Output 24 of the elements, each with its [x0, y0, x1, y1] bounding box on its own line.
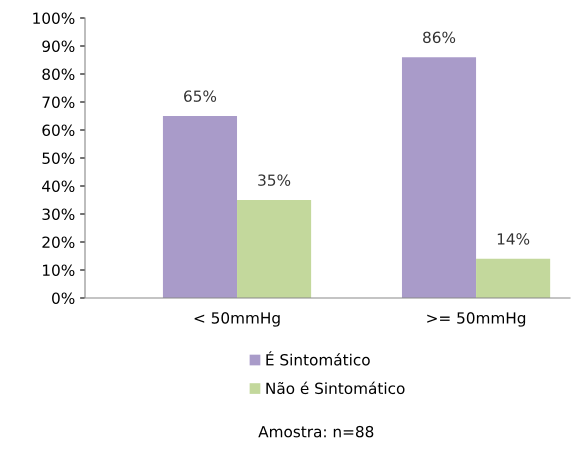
y-tick-label: 100% — [33, 12, 74, 24]
data-label: 86% — [423, 32, 456, 44]
bar — [162, 116, 238, 298]
y-tick-label: 30% — [42, 208, 74, 220]
bar — [402, 57, 476, 298]
data-label: 35% — [258, 174, 290, 186]
y-tick-label: 80% — [42, 68, 74, 80]
text: Amostra: n=88 — [258, 426, 374, 438]
x-tick-label: < 50mmHg — [194, 312, 280, 327]
y-tick-label: 10% — [43, 264, 74, 276]
y-tick-label: 70% — [42, 96, 74, 108]
legend-label: Não é Sintomático — [266, 382, 405, 394]
y-tick-label: 50% — [42, 152, 74, 164]
bar — [476, 258, 550, 298]
y-tick-label: 60% — [42, 124, 74, 136]
y-tick-label: 20% — [42, 236, 74, 248]
bar — [237, 200, 312, 298]
x-tick-label: >= 50mmHg — [427, 312, 526, 327]
data-label: 14% — [498, 233, 530, 245]
legend-label: É Sintomático — [266, 351, 370, 366]
data-label: 65% — [184, 90, 216, 102]
y-tick-label: 0% — [52, 292, 74, 304]
y-tick-label: 40% — [42, 180, 74, 192]
y-tick-label: 90% — [42, 40, 74, 52]
